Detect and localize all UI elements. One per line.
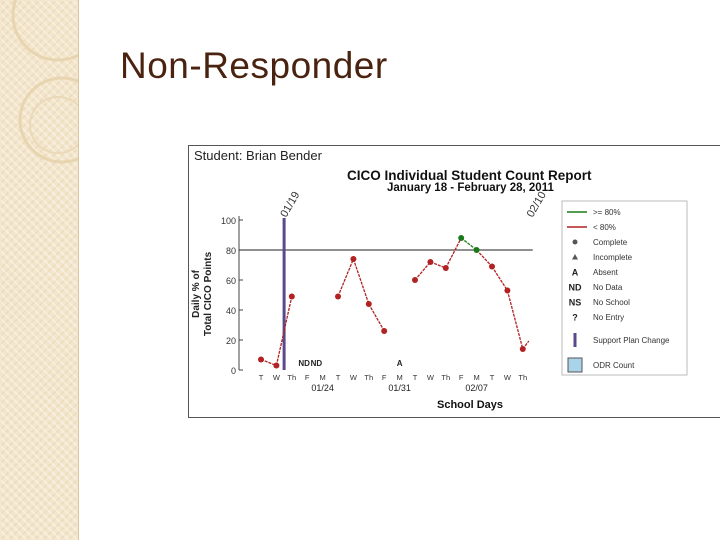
y-tick-label: 40 — [226, 306, 236, 316]
data-point — [273, 362, 280, 369]
legend-label: No School — [593, 298, 630, 307]
y-tick-label: 80 — [226, 246, 236, 256]
sidebar-circles-decoration — [11, 0, 106, 164]
x-tick-label: W — [273, 373, 281, 382]
student-label: Student: Brian Bender — [194, 148, 323, 163]
legend-label: Support Plan Change — [593, 336, 670, 345]
legend-label: >= 80% — [593, 208, 621, 217]
legend-label: No Entry — [593, 313, 624, 322]
series-line-segment — [445, 237, 462, 269]
data-point — [365, 301, 372, 307]
series-line-segment — [352, 258, 370, 305]
series-line-segment — [368, 303, 385, 332]
legend-symbol-circle — [572, 239, 578, 245]
x-tick-label: M — [396, 373, 402, 382]
status-label: ND — [311, 359, 323, 368]
data-point — [350, 256, 357, 262]
legend-frame — [561, 200, 688, 376]
x-tick-label: F — [382, 373, 387, 382]
series-line-segment — [337, 258, 355, 297]
x-tick-label: W — [350, 373, 358, 382]
legend-symbol-text: ND — [569, 283, 582, 293]
series-line-segment — [275, 296, 293, 366]
x-date-label: 01/31 — [388, 383, 411, 393]
support-plan-change-bar — [282, 218, 286, 370]
slide-title: Non-Responder — [120, 45, 388, 86]
x-tick-label: W — [427, 373, 435, 382]
data-point — [489, 263, 495, 270]
legend-label: Complete — [593, 238, 628, 247]
x-tick-label: T — [259, 373, 264, 382]
chart-svg: Student: Brian Bender CICO Individual St… — [191, 148, 688, 411]
sidebar-divider — [78, 0, 79, 540]
x-tick-label: T — [413, 373, 418, 382]
legend-label: < 80% — [593, 223, 616, 232]
legend-label: ODR Count — [593, 361, 635, 370]
y-axis-label-line2: Total CICO Points — [203, 251, 214, 336]
legend-label: Incomplete — [593, 253, 633, 262]
cico-chart: Student: Brian Bender CICO Individual St… — [188, 145, 720, 418]
series-line-segment — [414, 261, 431, 281]
legend-symbol-triangle — [572, 254, 578, 260]
x-tick-label: M — [319, 373, 325, 382]
data-point — [473, 247, 480, 253]
x-date-label: 02/07 — [465, 383, 488, 393]
x-tick-label: Th — [518, 373, 527, 382]
x-date-label: 01/24 — [311, 383, 334, 393]
x-tick-label: T — [490, 373, 495, 382]
data-point — [458, 235, 465, 241]
data-point — [288, 293, 295, 300]
rotated-date-label: 02/10 — [525, 190, 549, 220]
legend-symbol-text: A — [572, 268, 579, 278]
x-tick-label: F — [305, 373, 310, 382]
legend-label: Absent — [593, 268, 619, 277]
x-tick-label: F — [459, 373, 464, 382]
rotated-date-label: 01/19 — [278, 190, 302, 220]
legend-symbol-text: NS — [569, 298, 582, 308]
status-label: A — [397, 359, 403, 368]
chart-title: CICO Individual Student Count Report — [347, 168, 592, 183]
y-tick-label: 100 — [221, 216, 236, 226]
x-tick-label: Th — [364, 373, 373, 382]
series-line-segment — [476, 249, 493, 267]
decorative-sidebar — [0, 0, 106, 540]
legend-symbol-text: ? — [572, 313, 578, 323]
data-point — [427, 259, 434, 265]
x-tick-label: T — [336, 373, 341, 382]
x-tick-label: Th — [441, 373, 450, 382]
data-point — [258, 356, 264, 363]
legend-symbol-bar — [573, 333, 577, 347]
x-tick-label: M — [473, 373, 479, 382]
data-point — [442, 265, 449, 271]
series-line-segment — [460, 237, 477, 251]
x-axis-label: School Days — [437, 399, 503, 411]
x-tick-label: W — [504, 373, 512, 382]
data-point — [381, 328, 388, 334]
status-label: ND — [298, 359, 310, 368]
x-tick-label: Th — [287, 373, 296, 382]
data-point — [412, 277, 418, 283]
legend-label: No Data — [593, 283, 623, 292]
data-point — [335, 293, 341, 300]
series-line-segment — [491, 266, 508, 291]
y-tick-label: 60 — [226, 276, 236, 286]
chart-subtitle: January 18 - February 28, 2011 — [387, 182, 554, 194]
legend: >= 80% < 80% Complete Incomplete A Absent ND No… — [561, 200, 688, 376]
y-axis-label-line1: Daily % of — [191, 269, 202, 317]
legend-symbol-box — [567, 357, 583, 373]
series-line-segment — [506, 290, 524, 350]
data-point — [504, 287, 511, 294]
y-tick-label: 20 — [226, 336, 236, 346]
y-tick-label: 0 — [231, 366, 236, 376]
data-point — [519, 346, 526, 352]
